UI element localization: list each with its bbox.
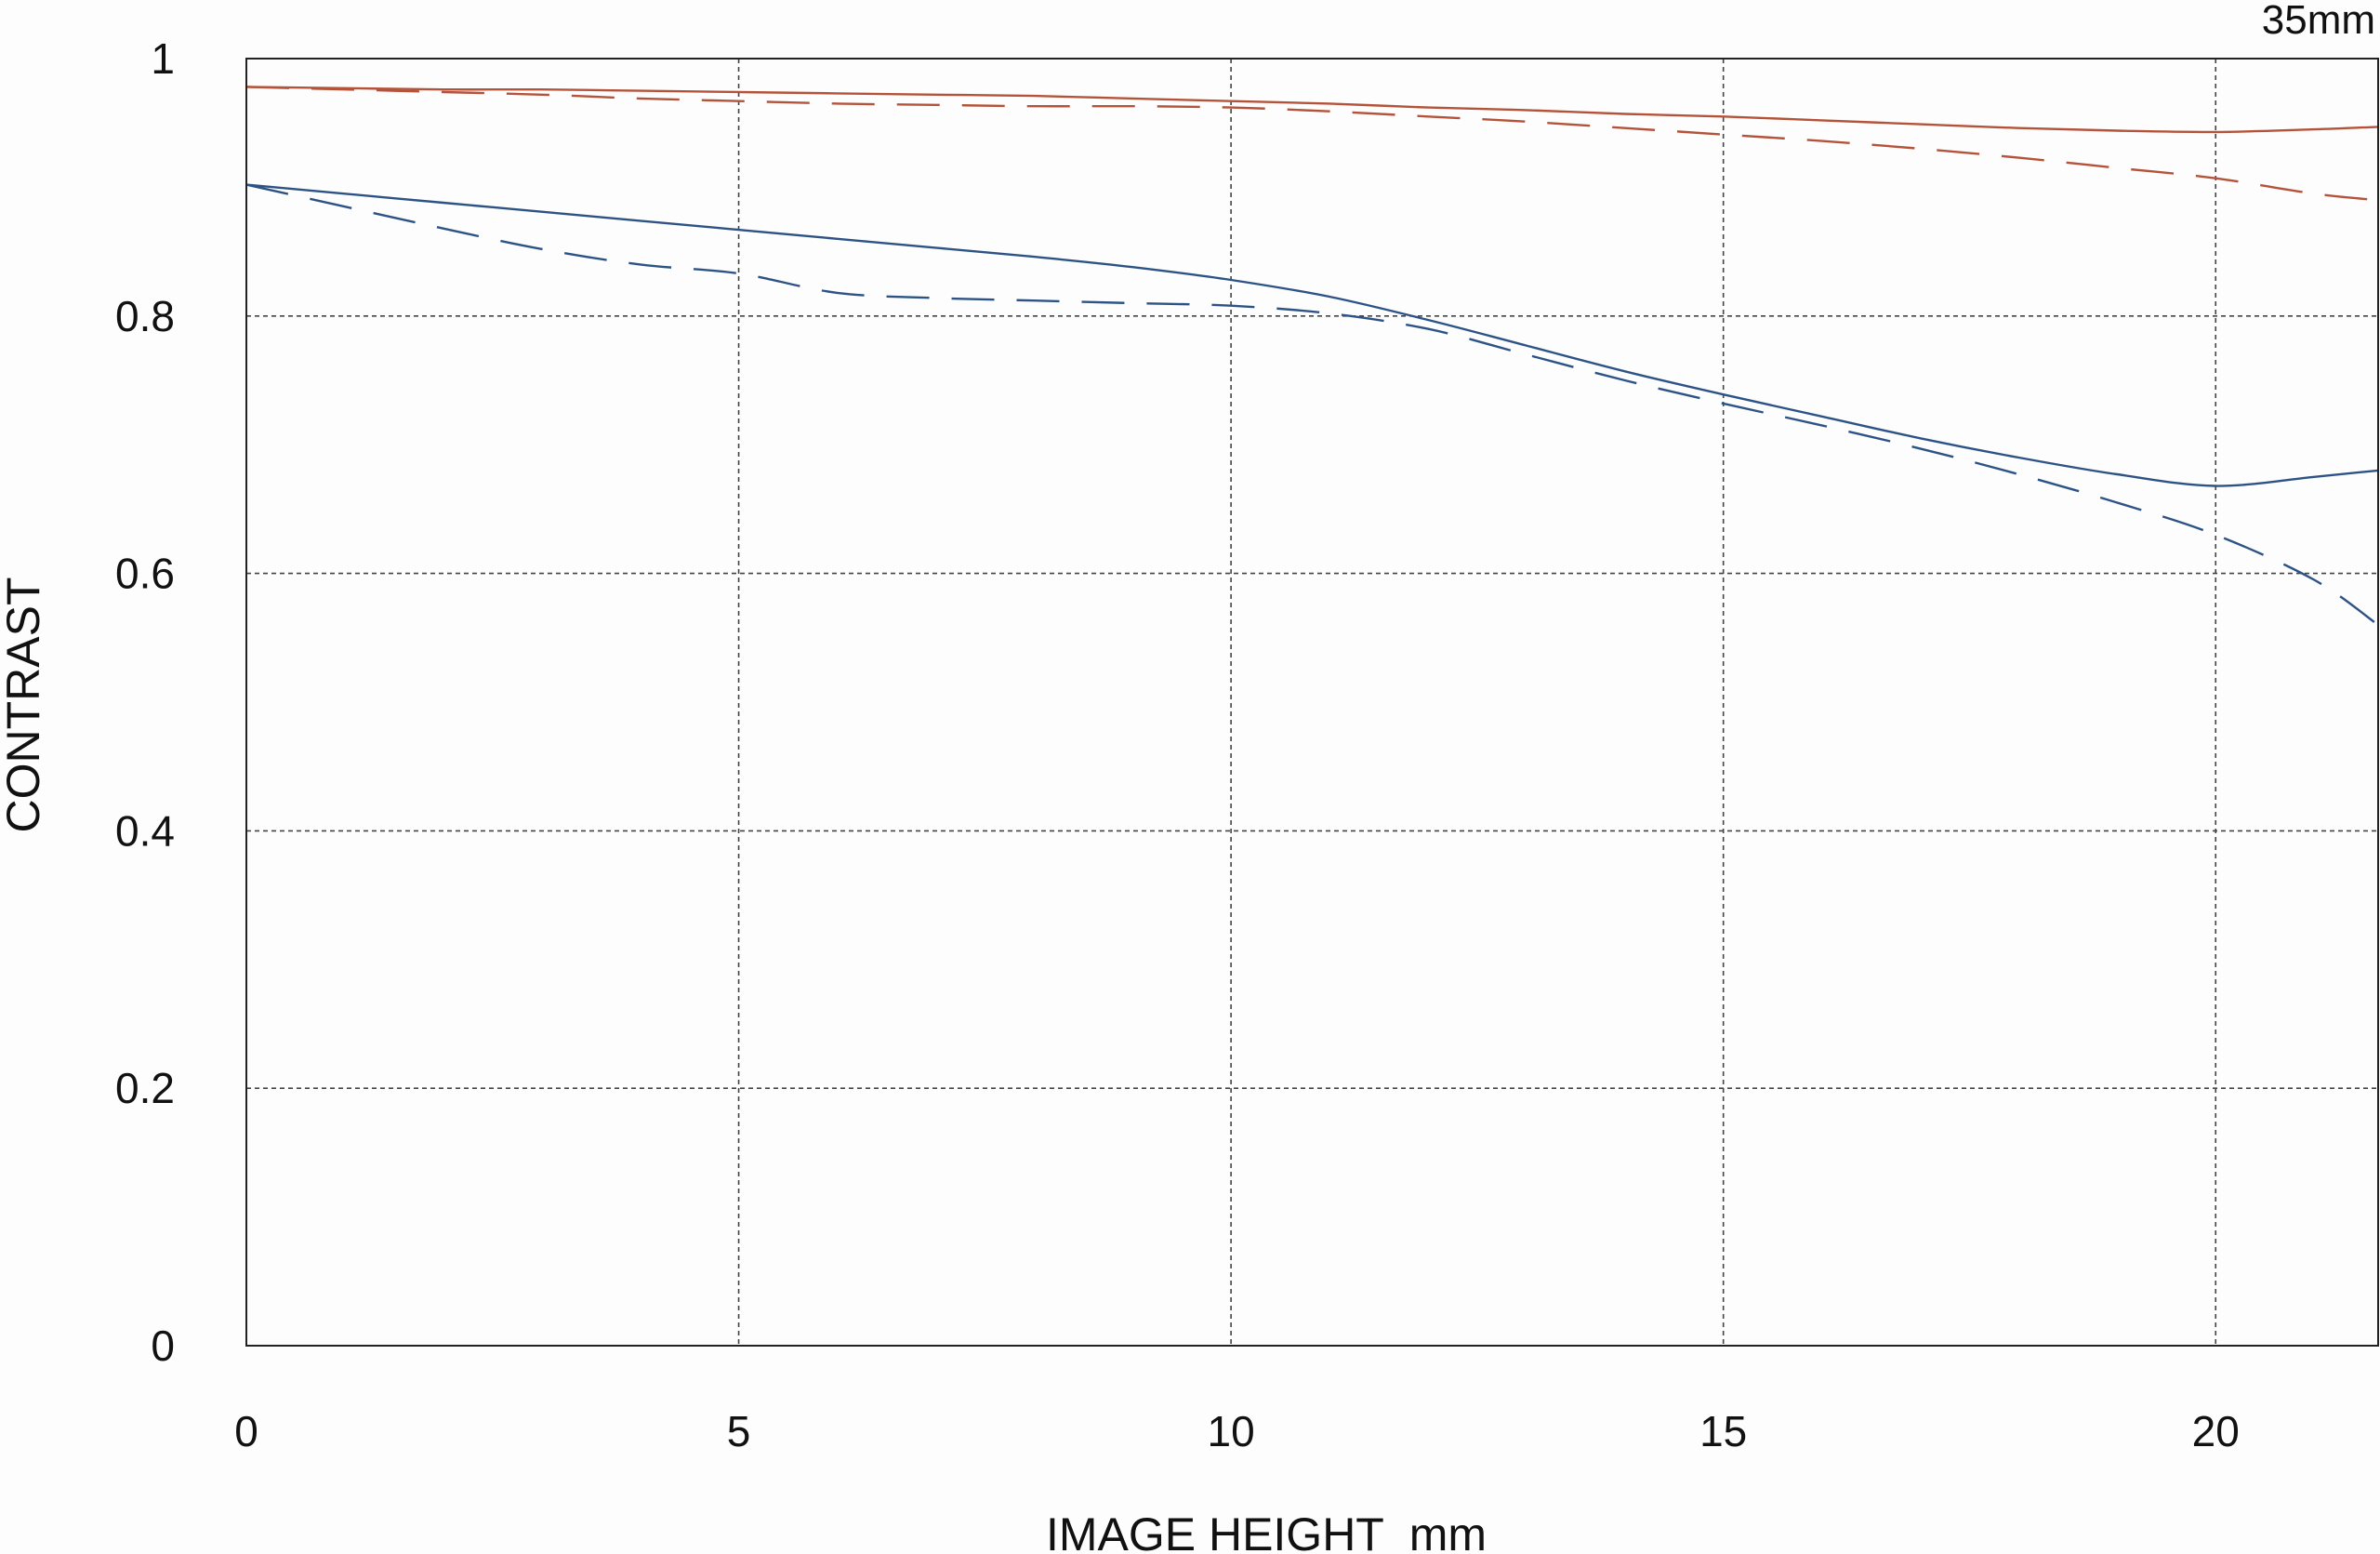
grid-lines (246, 59, 2378, 1346)
y-tick-label: 0 (151, 1322, 175, 1370)
y-tick-label: 0.8 (115, 292, 175, 340)
x-axis-title: IMAGE HEIGHT mm (1046, 1508, 1487, 1554)
corner-label: 35mm (2262, 0, 2375, 43)
series-line-1 (245, 86, 2379, 134)
x-tick-label: 0 (234, 1407, 258, 1455)
x-tick-label: 5 (727, 1407, 751, 1455)
series-line-2 (245, 86, 2379, 202)
plot-frame (245, 58, 2379, 1347)
y-tick-label: 0.6 (115, 550, 175, 598)
series-lines (245, 86, 2379, 626)
y-tick-labels: 0 0.2 0.4 0.6 0.8 1 (115, 34, 175, 1370)
y-tick-label: 1 (151, 34, 175, 83)
x-tick-labels: 0 5 10 15 20 (234, 1407, 2240, 1455)
x-tick-label: 10 (1208, 1407, 1255, 1455)
y-tick-label: 0.2 (115, 1064, 175, 1112)
series-line-3 (245, 183, 2379, 487)
series-line-4 (245, 183, 2379, 626)
x-tick-label: 15 (1699, 1407, 1747, 1455)
y-axis-title: CONTRAST (0, 578, 49, 833)
y-tick-label: 0.4 (115, 806, 175, 855)
x-tick-label: 20 (2192, 1407, 2240, 1455)
